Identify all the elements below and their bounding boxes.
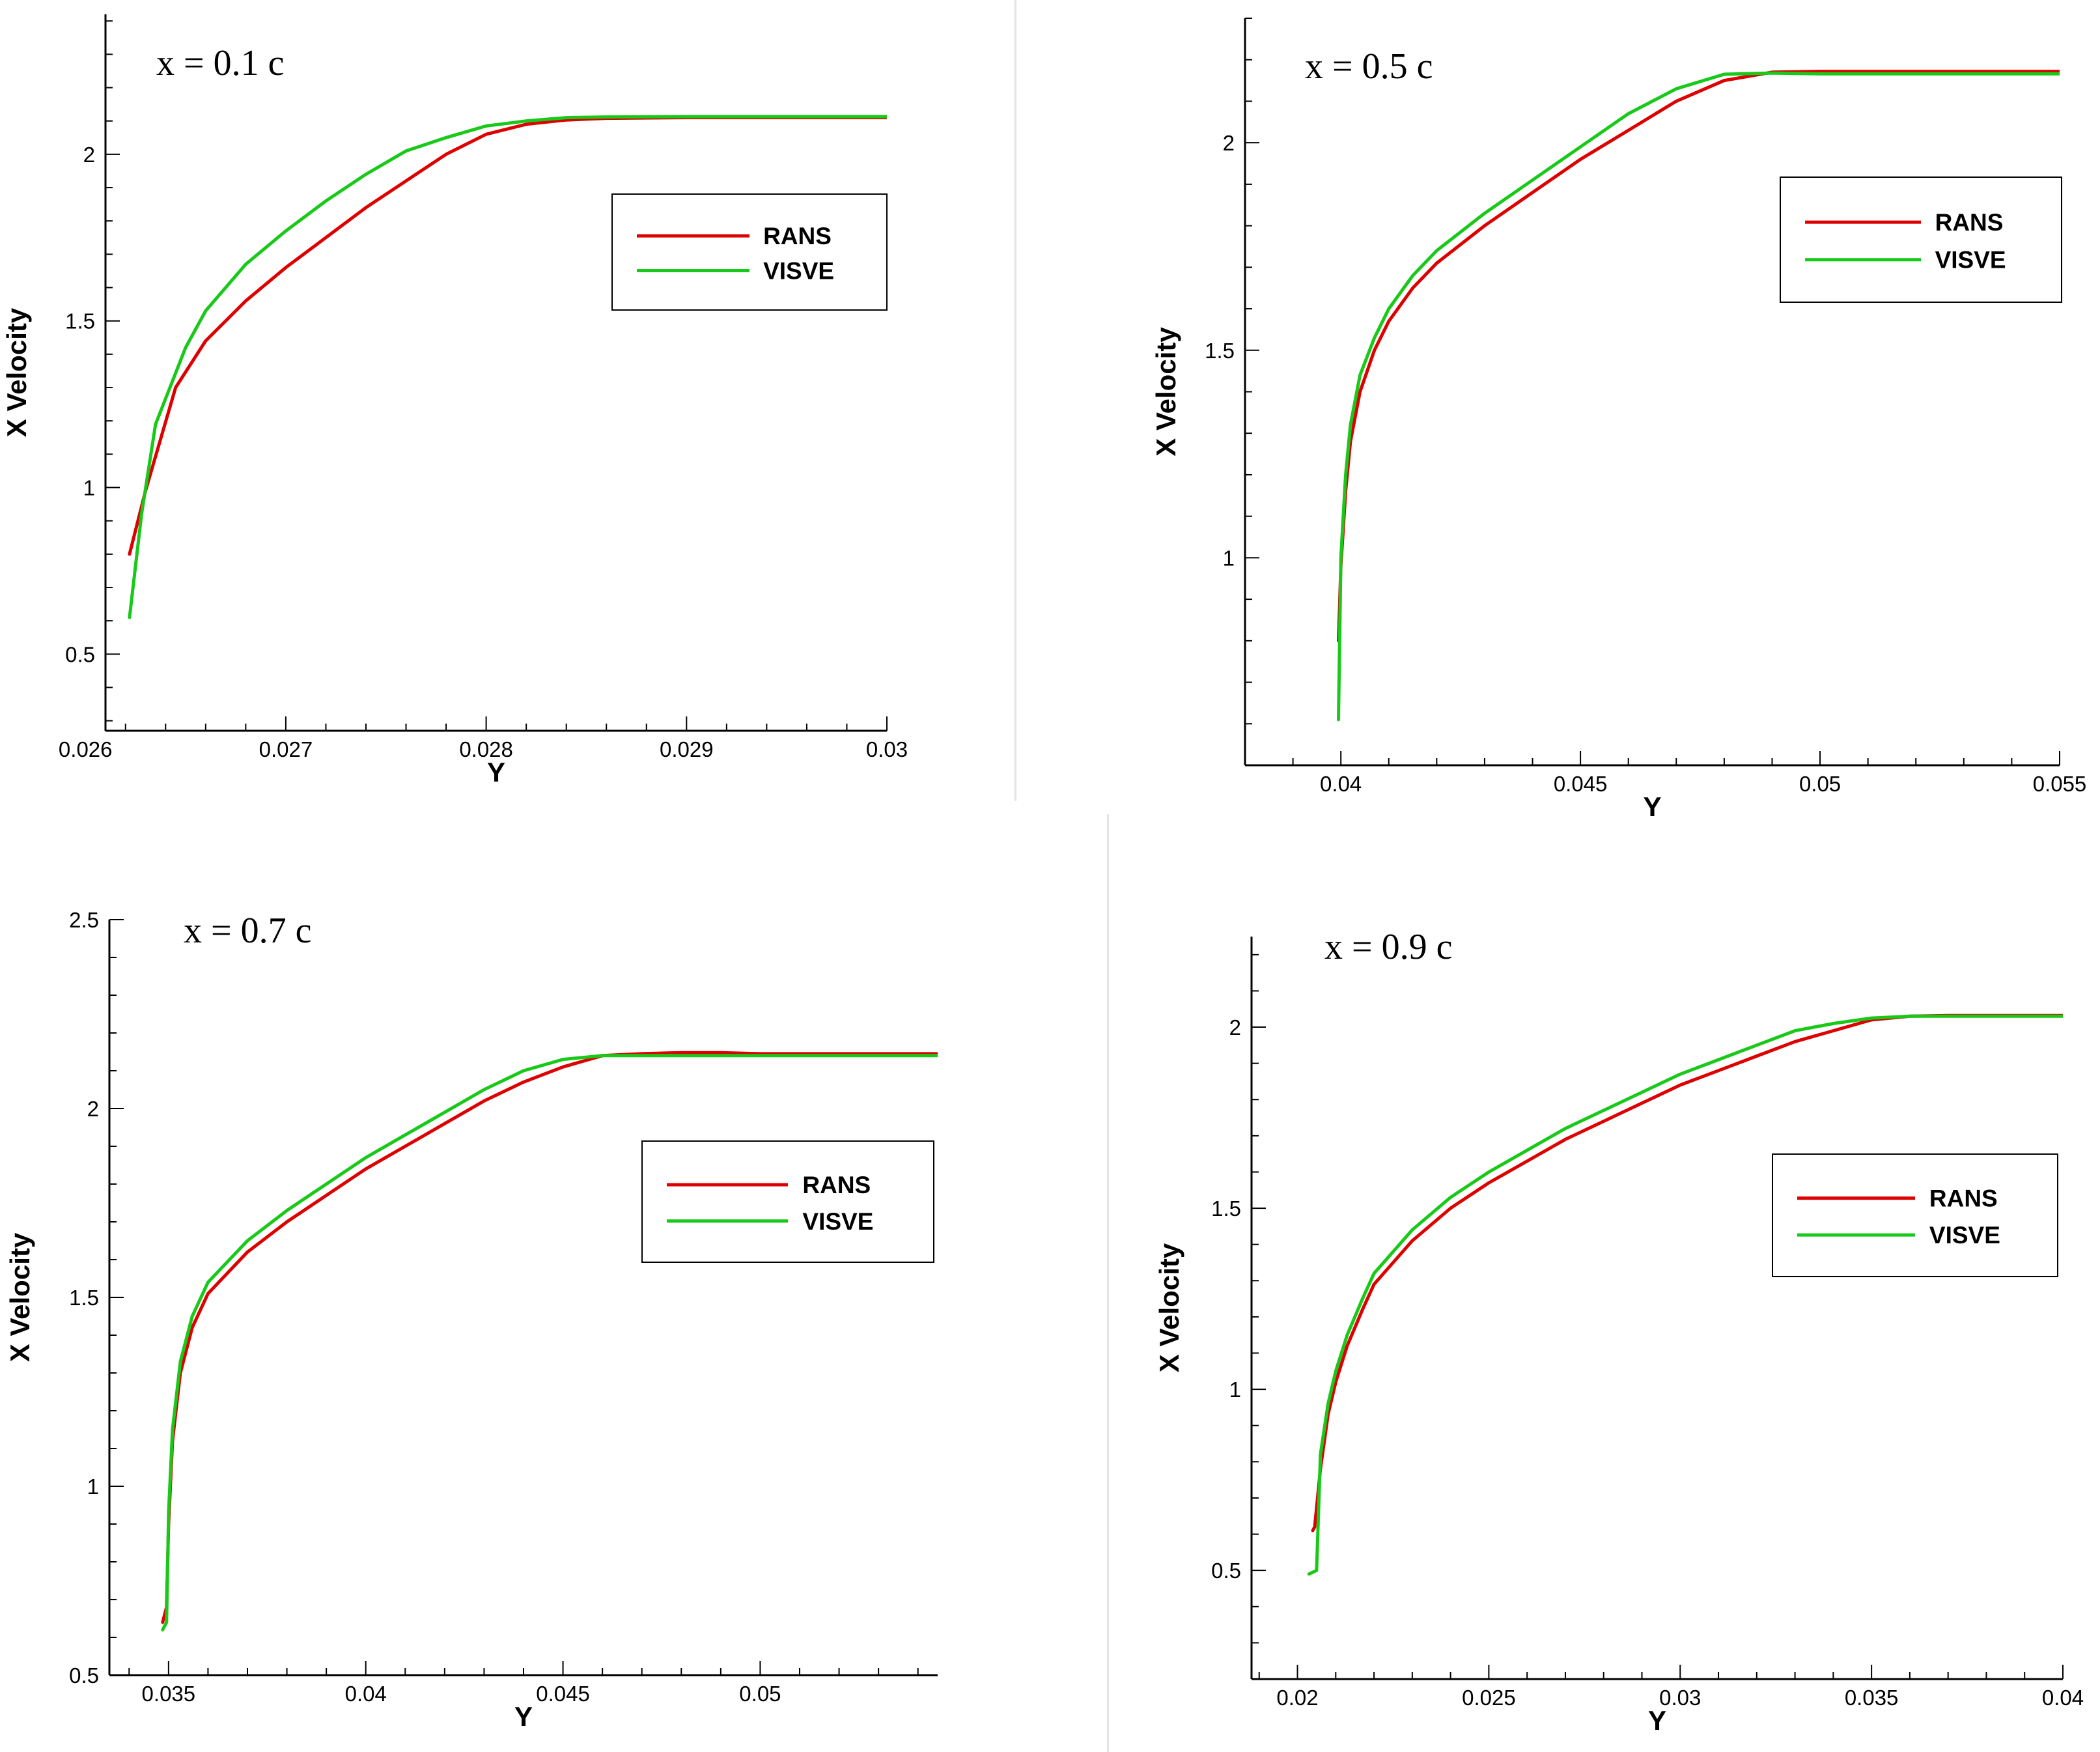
x-axis-title: Y [514, 1701, 533, 1732]
y-tick-label: 2 [87, 1097, 99, 1121]
series-line-visve [128, 115, 887, 619]
legend-box [1772, 1153, 2058, 1277]
chart-panel-x-0-1c: 0.026 0.027 0.028 0.029 0.03 0.5 1 1.5 2 Y X Veloc… [1, 14, 908, 787]
x-tick-label: 0.045 [1554, 772, 1608, 796]
x-tick-label: 0.055 [2033, 772, 2087, 796]
y-axis-title: X Velocity [1, 307, 32, 437]
x-tick-label: 0.029 [660, 737, 714, 761]
x-tick-label: 0.02 [1276, 1686, 1318, 1710]
y-tick-label: 0.5 [1211, 1559, 1241, 1583]
separator-top-vertical [1015, 0, 1016, 801]
x-tick-label: 0.04 [2042, 1686, 2084, 1710]
y-tick-label: 1 [83, 476, 95, 500]
panel-title: x = 0.5 c [1305, 46, 1433, 87]
series-line-rans [161, 1051, 938, 1624]
y-tick-label: 1 [1223, 546, 1235, 570]
x-axis-title: Y [487, 757, 505, 787]
y-axis-title: X Velocity [1154, 1243, 1184, 1372]
legend-label-visve: VISVE [802, 1208, 873, 1235]
legend-box [641, 1140, 934, 1263]
legend-label-visve: VISVE [763, 257, 834, 284]
x-tick-label: 0.05 [739, 1682, 781, 1706]
x-axis-title: Y [1648, 1705, 1666, 1736]
panel-title: x = 0.9 c [1324, 927, 1452, 967]
x-tick-label: 0.03 [1659, 1686, 1701, 1710]
legend-label-rans: RANS [1935, 209, 2004, 236]
series-line-visve [1337, 71, 2060, 722]
legend-label-rans: RANS [802, 1172, 871, 1198]
panel-title: x = 0.7 c [184, 911, 311, 951]
series-line-rans [1311, 1013, 2063, 1533]
series-line-rans [1337, 70, 2060, 643]
y-axis-title: X Velocity [1151, 327, 1181, 457]
x-tick-label: 0.05 [1799, 772, 1841, 796]
legend-label-visve: VISVE [1935, 247, 2006, 274]
x-tick-label: 0.035 [1845, 1686, 1899, 1710]
y-tick-label: 2 [1229, 1015, 1241, 1039]
chart-panel-x-0-9c: 0.02 0.025 0.03 0.035 0.04 0.5 1 1.5 2 Y X Velocit… [1154, 927, 2084, 1736]
y-tick-label: 0.5 [69, 1663, 99, 1688]
y-tick-label: 2.5 [69, 908, 99, 932]
chart-panel-x-0-5c: 0.04 0.045 0.05 0.055 1 1.5 2 Y X Velocity x = 0.… [1151, 18, 2086, 822]
y-tick-label: 1 [87, 1475, 99, 1499]
series-line-visve [161, 1054, 938, 1632]
legend-box [611, 193, 888, 311]
x-tick-label: 0.026 [59, 737, 113, 761]
y-tick-label: 1.5 [69, 1286, 99, 1310]
x-axis-title: Y [1643, 791, 1661, 822]
x-tick-label: 0.028 [459, 737, 513, 761]
y-tick-label: 1.5 [1205, 339, 1235, 363]
separator-bottom-vertical [1107, 814, 1109, 1752]
y-tick-label: 1.5 [65, 309, 95, 333]
x-tick-label: 0.045 [536, 1682, 590, 1706]
series-line-rans [128, 116, 887, 556]
y-tick-label: 0.5 [65, 642, 95, 666]
x-tick-label: 0.04 [1320, 772, 1362, 796]
x-tick-label: 0.03 [866, 737, 908, 761]
x-tick-label: 0.04 [345, 1682, 387, 1706]
legend-label-rans: RANS [763, 223, 832, 249]
legend-label-visve: VISVE [1929, 1222, 2000, 1249]
y-tick-label: 2 [83, 143, 95, 167]
legend-label-rans: RANS [1929, 1185, 1998, 1212]
y-tick-label: 1 [1229, 1378, 1241, 1402]
x-tick-label: 0.035 [142, 1682, 196, 1706]
y-axis-title: X Velocity [5, 1232, 35, 1362]
x-tick-label: 0.025 [1462, 1686, 1516, 1710]
y-tick-label: 2 [1223, 131, 1235, 155]
panel-title: x = 0.1 c [156, 43, 284, 83]
x-tick-label: 0.027 [259, 737, 313, 761]
chart-panel-x-0-7c: 0.035 0.04 0.045 0.05 0.5 1 1.5 2 2.5 Y X Velocity… [5, 908, 938, 1732]
y-tick-label: 1.5 [1211, 1196, 1241, 1221]
legend-box [1780, 177, 2062, 303]
series-line-visve [1307, 1014, 2063, 1576]
